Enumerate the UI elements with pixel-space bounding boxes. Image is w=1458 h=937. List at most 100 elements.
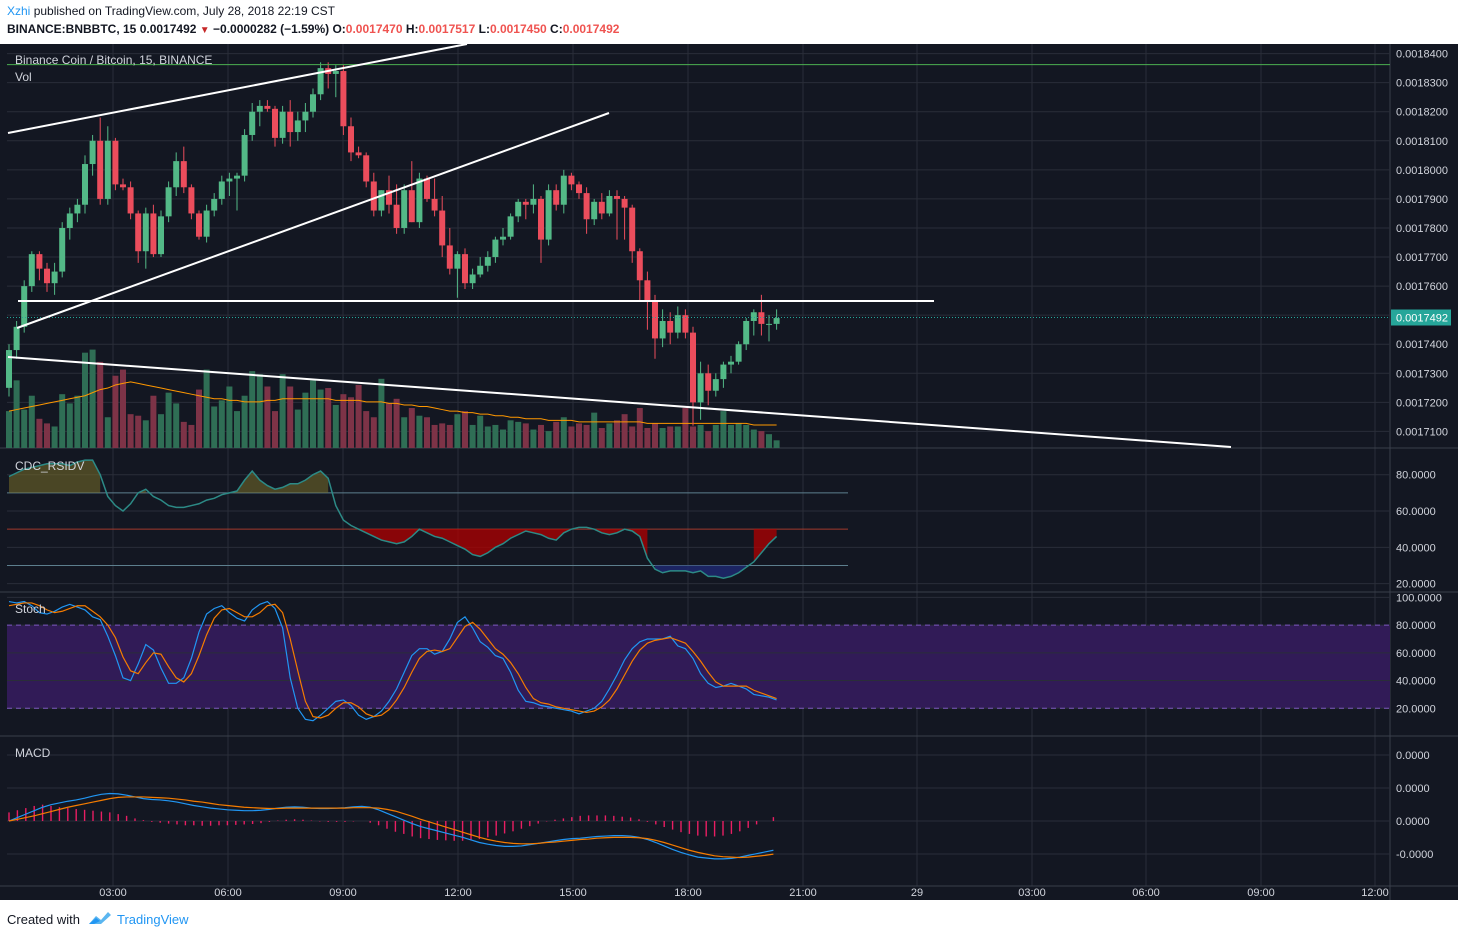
time-tick-8: 03:00 <box>1018 887 1046 899</box>
time-tick-5: 18:00 <box>674 887 702 899</box>
candle-40 <box>310 88 316 118</box>
trend-lines[interactable] <box>7 44 1390 448</box>
volume-bar-93 <box>712 424 719 448</box>
candle-78 <box>598 193 605 220</box>
candle-47 <box>363 152 370 188</box>
candle-13 <box>104 126 111 205</box>
candle-33 <box>256 100 263 127</box>
main-chart-title: Binance Coin / Bitcoin, 15, BINANCE <box>15 53 212 67</box>
volume-bar-97 <box>743 424 750 448</box>
candle-11 <box>89 134 96 176</box>
volume-bar-90 <box>690 426 696 448</box>
volume-bar-31 <box>241 395 248 448</box>
candle-77 <box>591 198 598 226</box>
price-tick-10: 0.0017400 <box>1396 339 1448 351</box>
volume-bar-75 <box>576 423 582 448</box>
volume-bar-18 <box>142 420 149 448</box>
stoch-pane <box>7 596 1390 722</box>
volume-bar-35 <box>272 411 278 448</box>
volume-bar-58 <box>446 424 453 448</box>
candle-81 <box>621 196 628 240</box>
volume-bar-67 <box>515 421 522 448</box>
candle-68 <box>522 198 529 220</box>
volume-bar-45 <box>348 397 354 448</box>
candle-74 <box>568 172 575 191</box>
volume-bar-20 <box>158 414 164 448</box>
time-tick-2: 09:00 <box>329 887 357 899</box>
volume-bar-68 <box>522 423 529 448</box>
candle-18 <box>142 207 149 269</box>
volume-bar-91 <box>697 424 704 448</box>
candle-83 <box>636 248 643 301</box>
volume-bar-14 <box>112 375 119 448</box>
volume-bar-80 <box>614 420 620 448</box>
candle-53 <box>408 161 415 223</box>
tradingview-link[interactable]: TradingView <box>117 912 189 927</box>
volume-ma-line <box>8 381 777 426</box>
ohlc-line: BINANCE:BNBBTC, 15 0.0017492 ▼ −0.000028… <box>7 22 619 36</box>
candle-93 <box>712 373 719 397</box>
candle-2 <box>21 280 28 333</box>
volume-bar-6 <box>51 426 58 448</box>
candle-15 <box>120 178 126 191</box>
trend-line-3 <box>7 356 1232 448</box>
volume-bar-27 <box>211 406 218 448</box>
candle-101 <box>773 309 780 330</box>
volume-bar-59 <box>454 414 461 448</box>
macd-tick-0: 0.0000 <box>1396 750 1430 762</box>
candle-59 <box>454 251 461 298</box>
candle-34 <box>264 100 271 112</box>
close-label: C: <box>550 22 563 36</box>
volume-bar-63 <box>484 426 491 448</box>
time-tick-6: 21:00 <box>789 887 817 899</box>
price-tick-0: 0.0018400 <box>1396 49 1448 61</box>
volume-bar-78 <box>598 428 605 448</box>
volume-bar-77 <box>591 412 598 448</box>
volume-bar-17 <box>135 415 142 448</box>
volume-bar-4 <box>36 418 43 448</box>
candle-70 <box>538 196 544 263</box>
volume-bar-19 <box>150 395 157 448</box>
volume-bar-38 <box>294 409 301 448</box>
macd-line-1 <box>8 796 774 859</box>
volume-bar-1 <box>13 380 20 448</box>
rsi-label: CDC_RSIDV <box>15 459 84 473</box>
candle-41 <box>317 62 324 101</box>
change-value: −0.0000282 (−1.59%) <box>213 22 330 36</box>
candle-86 <box>659 309 666 348</box>
price-tick-4: 0.0018000 <box>1396 165 1448 177</box>
candle-69 <box>530 184 537 214</box>
volume-bar-53 <box>408 408 415 448</box>
price-tick-5: 0.0017900 <box>1396 194 1448 206</box>
candlesticks[interactable] <box>6 62 780 426</box>
stoch-tick-4: 20.0000 <box>1396 703 1436 715</box>
price-axes: 0.0018400 0.0018300 0.0018200 0.0018100 0.00… <box>1391 49 1451 861</box>
high-label: H: <box>405 22 419 36</box>
volume-bar-0 <box>6 411 12 448</box>
volume-bar-24 <box>188 424 195 448</box>
candle-63 <box>484 251 491 272</box>
volume-bar-33 <box>256 374 263 448</box>
candle-31 <box>241 129 248 182</box>
candle-85 <box>652 294 658 359</box>
volume-bar-60 <box>462 411 468 448</box>
high-value: 0.0017517 <box>418 22 476 36</box>
stoch-tick-0: 100.0000 <box>1396 592 1442 604</box>
candle-30 <box>234 172 240 211</box>
volume-bar-28 <box>218 400 225 448</box>
candle-52 <box>401 184 408 234</box>
author-link[interactable]: Xzhi <box>7 4 31 18</box>
stoch-band <box>7 625 1390 709</box>
candle-48 <box>370 172 377 217</box>
chart-canvas[interactable]: 0.0018400 0.0018300 0.0018200 0.0018100 0.00… <box>0 44 1458 900</box>
price-tick-7: 0.0017700 <box>1396 252 1448 264</box>
stoch-tick-3: 40.0000 <box>1396 676 1436 688</box>
volume-bar-47 <box>363 411 370 448</box>
chart-background <box>0 44 1458 900</box>
last-price-tag-text: 0.0017492 <box>1396 312 1448 324</box>
tradingview-logo-icon <box>89 912 111 924</box>
candle-62 <box>477 257 484 278</box>
publisher-line: Xzhi published on TradingView.com, July … <box>7 4 335 18</box>
candle-56 <box>431 178 438 217</box>
volume-bar-84 <box>644 428 651 448</box>
